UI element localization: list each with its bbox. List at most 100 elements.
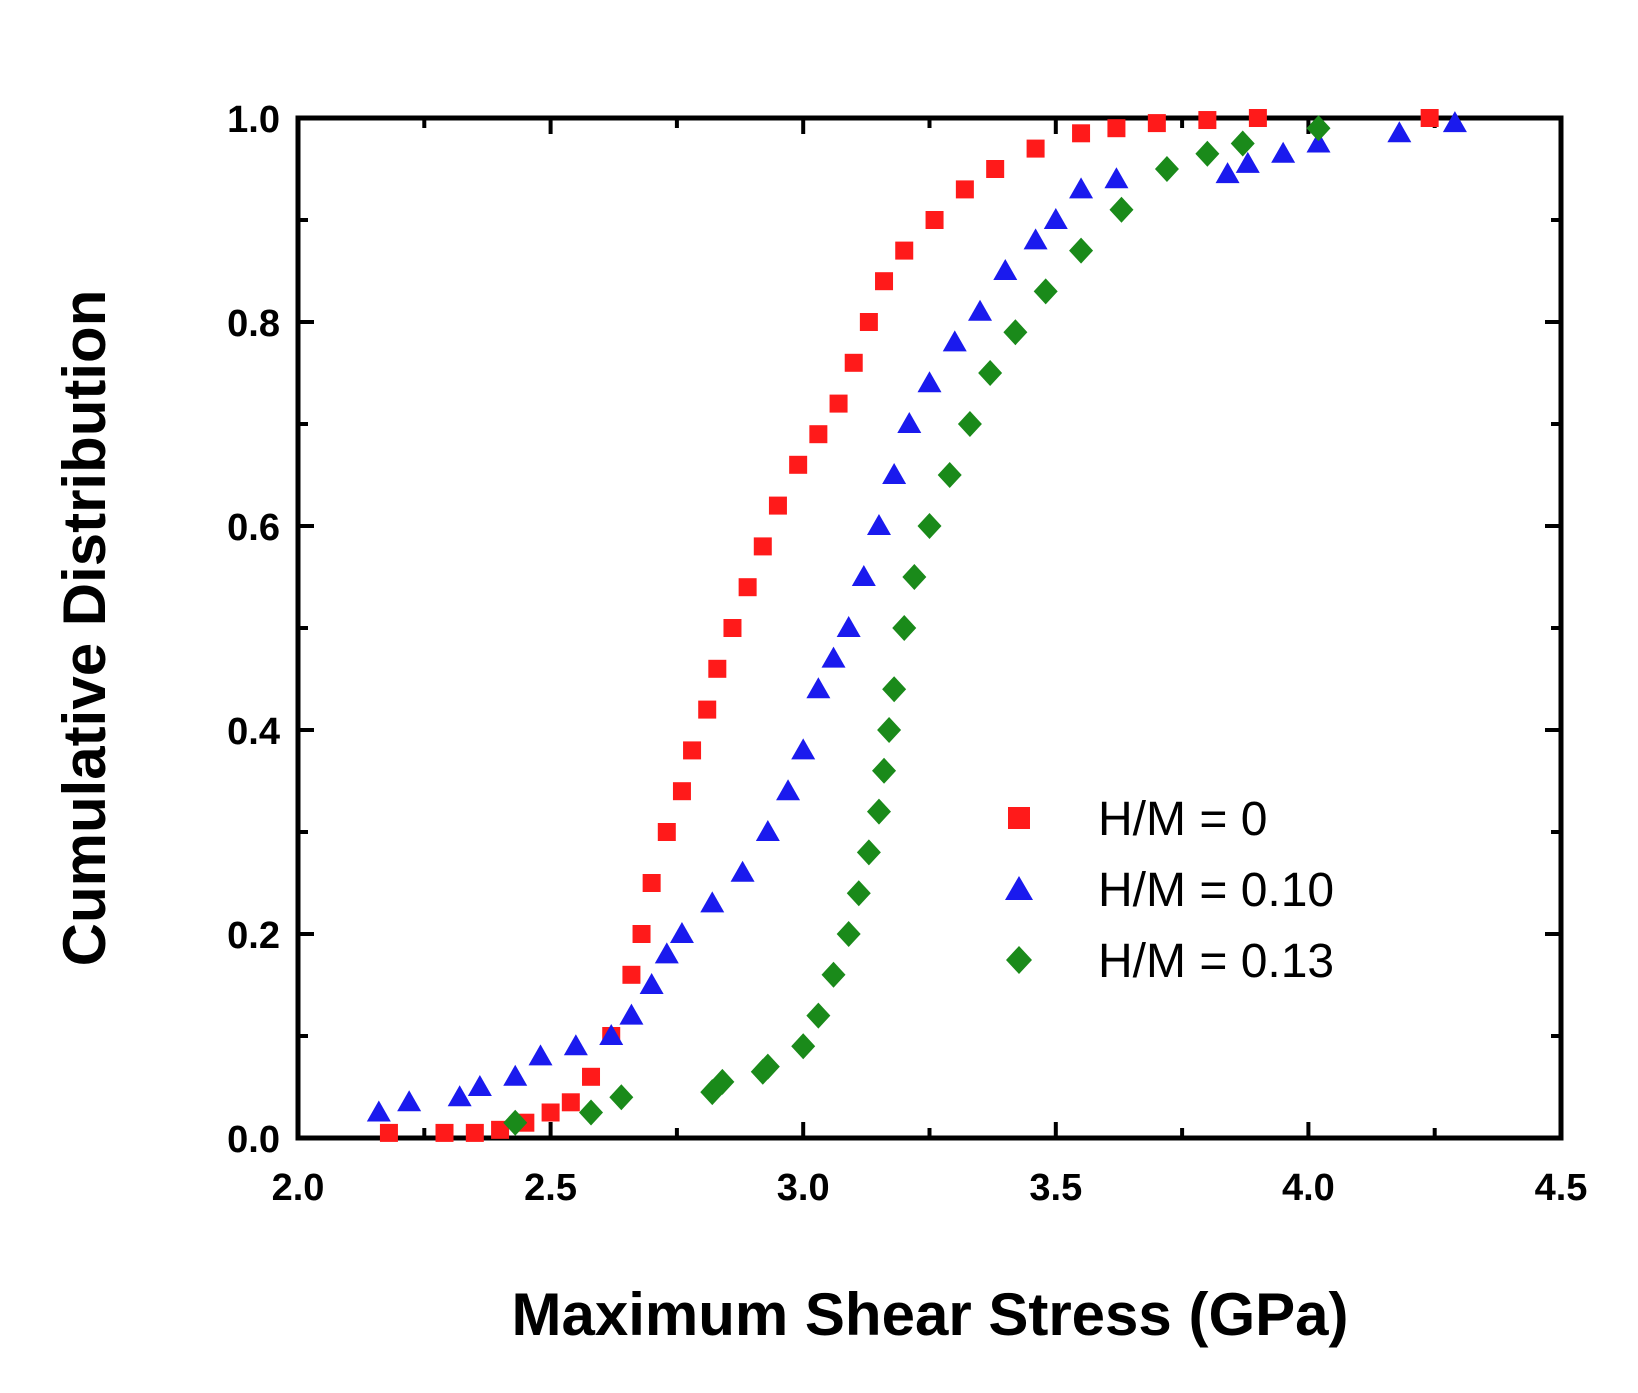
data-point [447, 1085, 472, 1107]
data-point [599, 1024, 624, 1045]
data-point [1306, 115, 1331, 142]
data-point [730, 860, 755, 882]
data-point [738, 578, 757, 597]
data-point [1198, 111, 1217, 130]
data-point [1069, 177, 1094, 199]
y-tick-label: 0.0 [227, 1119, 280, 1161]
data-point [776, 779, 801, 801]
data-point [993, 259, 1018, 280]
data-point [1442, 111, 1467, 133]
data-point [829, 394, 848, 413]
x-tick-label: 2.5 [524, 1167, 577, 1209]
data-point [1230, 130, 1255, 157]
data-point [563, 1034, 588, 1056]
data-point [897, 412, 922, 433]
data-point [1033, 278, 1058, 305]
legend-label-h-m-0-10: H/M = 0.10 [1098, 864, 1334, 917]
data-point [1387, 121, 1412, 143]
data-point [942, 330, 967, 352]
legend-label-h-m-0-13: H/M = 0.13 [1098, 935, 1334, 988]
data-point [866, 798, 891, 825]
data-point [877, 717, 902, 743]
data-point [1043, 208, 1068, 229]
data-point [1003, 319, 1028, 346]
data-point [491, 1120, 510, 1139]
data-point [579, 1099, 604, 1126]
data-point [1104, 167, 1129, 189]
data-point [1235, 151, 1260, 173]
data-point [561, 1093, 580, 1112]
data-point [755, 820, 780, 841]
data-point [937, 462, 962, 488]
data-point [669, 922, 694, 943]
data-point [657, 823, 676, 841]
data-point [882, 463, 907, 484]
x-tick-label: 2.0 [272, 1167, 325, 1209]
data-point [683, 741, 702, 760]
data-point [503, 1064, 528, 1086]
data-point [541, 1103, 560, 1122]
data-point [791, 1033, 816, 1060]
data-point [836, 616, 861, 637]
data-point [642, 874, 661, 892]
data-point [968, 299, 993, 321]
data-point [1215, 162, 1240, 184]
data-point [806, 1002, 831, 1029]
data-point [846, 880, 871, 907]
data-point [978, 360, 1003, 386]
data-point [435, 1123, 454, 1142]
data-point [1109, 196, 1134, 223]
data-point [955, 180, 974, 199]
data-point [723, 619, 742, 637]
y-tick-label: 0.2 [227, 915, 280, 957]
data-point [753, 537, 772, 556]
series-h-m-0-10 [366, 111, 1467, 1122]
data-point [672, 782, 691, 801]
data-point [917, 371, 942, 393]
y-axis-title: Cumulative Distribution [51, 290, 118, 967]
data-point [366, 1100, 391, 1122]
data-point [1420, 109, 1439, 127]
data-point [503, 1109, 528, 1136]
legend-marker-h-m-0 [1008, 807, 1030, 829]
data-point [925, 211, 944, 229]
legend: H/M = 0 H/M = 0.10 H/M = 0.13 [1005, 793, 1334, 988]
data-point [755, 1053, 780, 1080]
y-tick-label: 1.0 [227, 99, 280, 141]
data-point [632, 925, 651, 943]
legend-marker-h-m-0-13 [1006, 946, 1032, 974]
data-point [875, 272, 894, 291]
data-point [1107, 119, 1126, 138]
series-layer [366, 109, 1467, 1142]
data-point [708, 659, 727, 678]
data-point [639, 973, 664, 994]
axis-ticks: 2.0 2.5 3.0 3.5 4.0 4.5 0.0 0.2 0.4 0.6 0.8 1.0 [227, 99, 1587, 1209]
data-point [1147, 114, 1166, 133]
data-point [1248, 109, 1267, 127]
data-point [379, 1123, 398, 1142]
data-point [710, 1068, 735, 1095]
data-point [866, 514, 891, 535]
data-point [806, 677, 831, 699]
data-point [1026, 139, 1045, 158]
data-point [698, 700, 717, 719]
y-tick-label: 0.8 [227, 303, 280, 345]
legend-label-h-m-0: H/M = 0 [1098, 793, 1267, 846]
data-point [902, 564, 927, 590]
x-tick-label: 3.5 [1029, 1167, 1082, 1209]
data-point [986, 160, 1005, 178]
data-point [1306, 131, 1331, 153]
data-point [917, 513, 942, 539]
data-point [791, 738, 816, 760]
data-point [528, 1044, 553, 1066]
data-point [609, 1084, 634, 1111]
y-tick-label: 0.6 [227, 507, 280, 549]
data-point [1195, 140, 1220, 167]
data-point [582, 1067, 601, 1086]
data-point [619, 1003, 644, 1025]
data-point [859, 313, 878, 331]
data-point [654, 942, 679, 964]
data-point [622, 965, 641, 984]
data-point [700, 891, 725, 913]
